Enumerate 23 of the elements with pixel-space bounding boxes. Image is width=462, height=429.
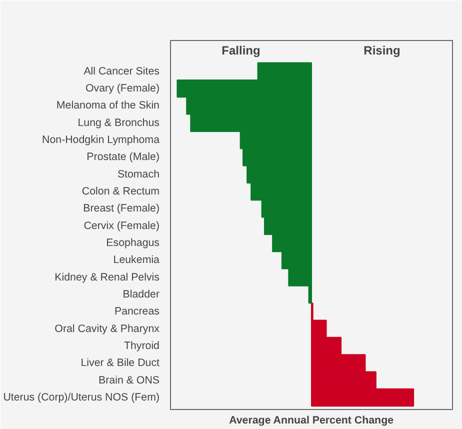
y-tick-label: Oral Cavity & Pharynx xyxy=(54,322,160,335)
y-tick-label: Liver & Bile Duct xyxy=(80,357,160,370)
y-tick-label: Leukemia xyxy=(113,254,160,266)
x-axis-title: Average Annual Percent Change xyxy=(229,414,394,426)
y-tick-label: Non-Hodgkin Lymphoma xyxy=(42,134,160,146)
y-tick-label: Kidney & Renal Pelvis xyxy=(54,271,160,284)
y-tick-label: Prostate (Male) xyxy=(86,151,160,164)
text: Falling xyxy=(222,44,260,58)
y-tick-label: Uterus (Corp)/Uterus NOS (Fem) xyxy=(3,391,160,404)
y-tick-label: Pancreas xyxy=(114,306,160,318)
y-tick-label: Thyroid xyxy=(124,340,160,352)
y-tick-label: All Cancer Sites xyxy=(84,65,160,78)
y-tick-label: Melanoma of the Skin xyxy=(56,100,160,112)
y-tick-label: Colon & Rectum xyxy=(82,186,160,198)
y-tick-label: Brain & ONS xyxy=(98,374,160,386)
y-tick-label: Esophagus xyxy=(106,237,160,250)
y-tick-label: Bladder xyxy=(122,288,160,301)
text: Rising xyxy=(364,44,400,58)
y-tick-label: Stomach xyxy=(117,168,160,180)
y-tick-label: Ovary (Female) xyxy=(85,82,160,95)
y-tick-label: Cervix (Female) xyxy=(84,220,160,232)
y-tick-label: Breast (Female) xyxy=(83,202,160,215)
y-tick-label: Lung & Bronchus xyxy=(78,116,160,129)
